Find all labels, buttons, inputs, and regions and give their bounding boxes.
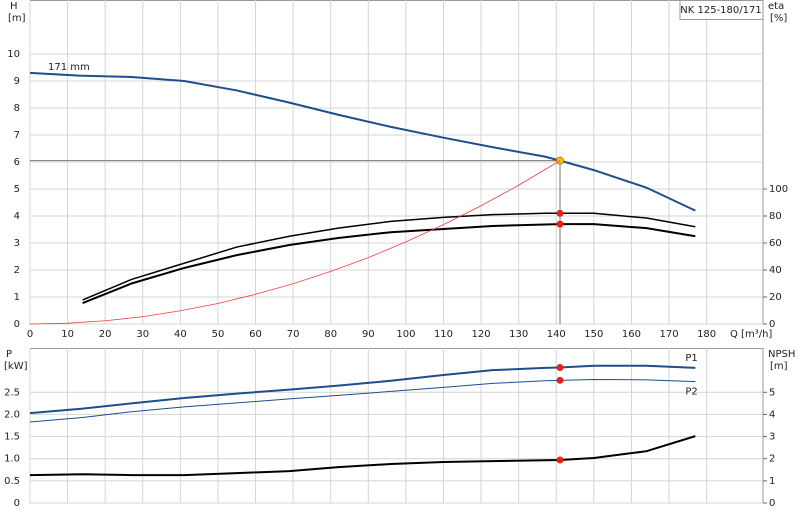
y2-tick-label: 20 — [769, 292, 782, 303]
y2-tick-label: 1 — [769, 476, 775, 487]
y2-tick-label: 0 — [769, 319, 775, 330]
x-tick-label: 60 — [249, 329, 262, 340]
y2-axis-label: eta — [768, 1, 784, 12]
x-tick-label: 180 — [697, 329, 716, 340]
x-tick-label: 30 — [136, 329, 149, 340]
x-tick-label: 110 — [434, 329, 453, 340]
plot-area — [29, 348, 764, 504]
y2-tick-label: 0 — [769, 498, 775, 509]
x-tick-label: 80 — [324, 329, 337, 340]
y-tick-label: 0 — [14, 319, 20, 330]
y-tick-label: 7 — [14, 130, 20, 141]
curve — [29, 435, 696, 477]
y-tick-label: 8 — [14, 103, 20, 114]
y-axis-label: P — [6, 349, 12, 360]
y-tick-label: 1.0 — [4, 454, 20, 465]
x-tick-label: 170 — [659, 329, 678, 340]
y-tick-label: 9 — [14, 76, 20, 87]
y2-tick-label: 5 — [769, 387, 775, 398]
y2-tick-label: 2 — [769, 454, 775, 465]
y-tick-label: 2 — [14, 265, 20, 276]
y-tick-label: 2.0 — [4, 409, 20, 420]
x-tick-label: 10 — [61, 329, 74, 340]
annotation: 171 mm — [48, 62, 90, 73]
x-tick-label: 140 — [547, 329, 566, 340]
x-tick-label: 120 — [472, 329, 491, 340]
y-tick-label: 4 — [14, 211, 20, 222]
x-tick-label: 90 — [362, 329, 375, 340]
y2-tick-label: 100 — [769, 184, 788, 195]
x-tick-label: 160 — [622, 329, 641, 340]
series-label: P1 — [685, 353, 697, 364]
x-tick-label: 70 — [287, 329, 300, 340]
x-tick-label: 130 — [509, 329, 528, 340]
x-tick-label: 0 — [27, 329, 33, 340]
x-axis-label: Q [m³/h] — [730, 329, 772, 340]
y2-tick-label: 80 — [769, 211, 782, 222]
duty-point — [556, 363, 564, 371]
curve — [29, 378, 696, 423]
duty-point — [556, 220, 564, 228]
curve — [29, 364, 696, 415]
duty-point — [556, 456, 564, 464]
y2-tick-label: 3 — [769, 432, 775, 443]
chart-title: NK 125-180/171 — [680, 5, 761, 16]
duty-point — [556, 376, 564, 384]
y-axis-label: H — [10, 1, 18, 12]
y2-tick-label: 60 — [769, 238, 782, 249]
y-tick-label: 0 — [14, 498, 20, 509]
curve — [82, 223, 696, 305]
y2-axis-unit: [%] — [770, 13, 787, 24]
x-tick-label: 150 — [584, 329, 603, 340]
y2-axis-unit: [m] — [770, 361, 788, 372]
y-axis-unit: [kW] — [4, 361, 28, 372]
y-tick-label: 0.5 — [4, 476, 20, 487]
y2-tick-label: 40 — [769, 265, 782, 276]
y-tick-label: 3 — [14, 238, 20, 249]
y-axis-unit: [m] — [8, 13, 26, 24]
x-tick-label: 100 — [396, 329, 415, 340]
y-tick-label: 2.5 — [4, 387, 20, 398]
curve — [82, 212, 696, 301]
y-tick-label: 1.5 — [4, 432, 20, 443]
x-tick-label: 50 — [212, 329, 225, 340]
y-tick-label: 6 — [14, 157, 20, 168]
x-tick-label: 40 — [174, 329, 187, 340]
y-tick-label: 1 — [14, 292, 20, 303]
y-tick-label: 10 — [7, 49, 20, 60]
title-box — [679, 0, 764, 20]
curve — [29, 160, 561, 325]
curve — [29, 71, 696, 212]
series-label: P2 — [685, 387, 697, 398]
x-tick-label: 20 — [99, 329, 112, 340]
y-tick-label: 5 — [14, 184, 20, 195]
y2-axis-label: NPSH — [768, 349, 795, 360]
y2-tick-label: 4 — [769, 409, 775, 420]
duty-point — [556, 209, 564, 217]
